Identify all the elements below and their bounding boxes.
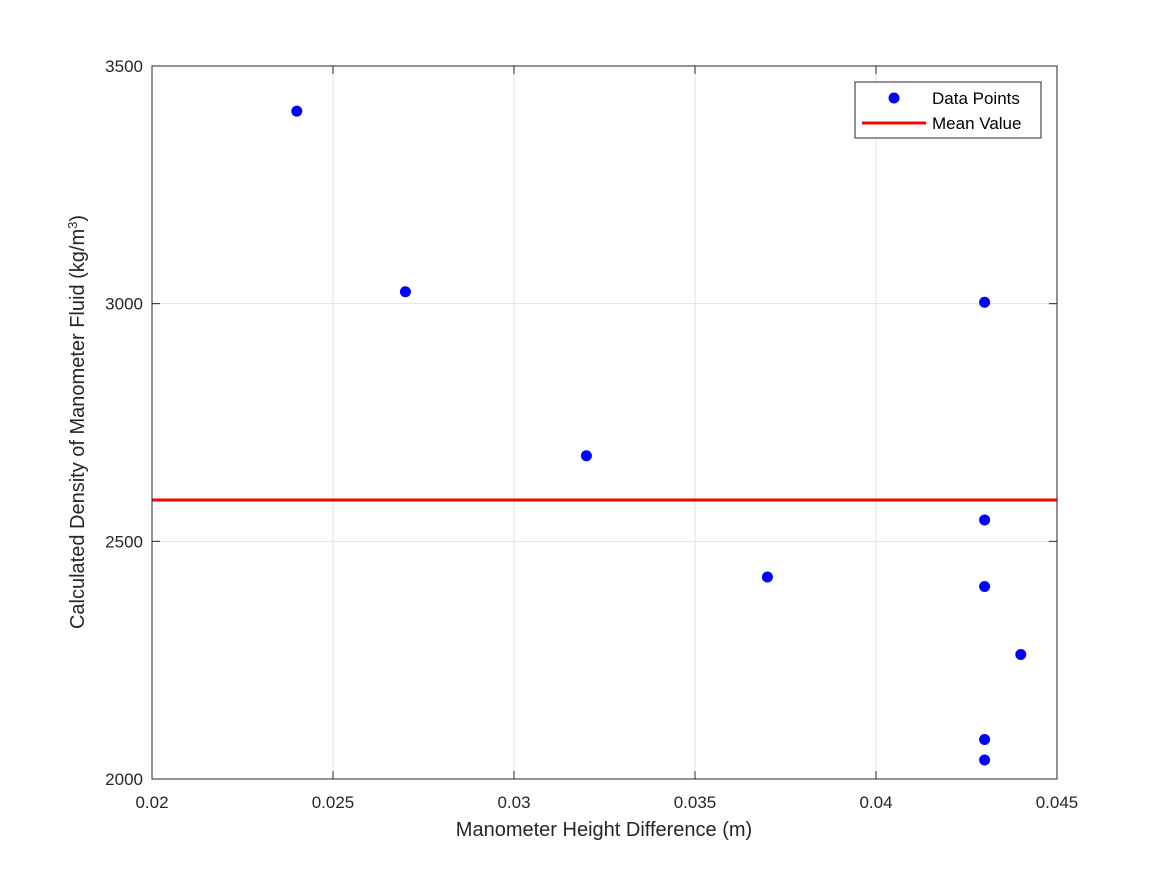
data-point <box>979 754 991 766</box>
data-point <box>979 296 991 308</box>
x-tick-label: 0.03 <box>497 793 530 812</box>
y-axis-title-superscript: 3 <box>65 222 80 229</box>
data-point <box>399 286 411 298</box>
data-points-layer <box>291 105 1027 766</box>
legend-marker-data-points <box>888 92 900 104</box>
axis-ticks <box>151 65 1058 780</box>
legend: Data Points Mean Value <box>854 81 1042 139</box>
plot-frame <box>151 65 1058 780</box>
data-point <box>761 571 773 583</box>
y-axis-title-main: Calculated Density of Manometer Fluid (k… <box>67 229 89 629</box>
y-axis-title-close: ) <box>67 215 89 222</box>
x-tick-labels: 0.02 0.025 0.03 0.035 0.04 0.045 <box>135 793 1078 812</box>
y-axis-title: Calculated Density of Manometer Fluid (k… <box>65 215 90 629</box>
y-tick-label: 3500 <box>105 57 143 76</box>
x-tick-label: 0.04 <box>859 793 892 812</box>
y-tick-label: 2500 <box>105 532 143 551</box>
legend-label-mean-value: Mean Value <box>932 114 1021 133</box>
data-point <box>291 105 303 117</box>
y-tick-labels: 2000 2500 3000 3500 <box>105 57 143 789</box>
data-point <box>1015 648 1027 660</box>
data-point <box>979 514 991 526</box>
y-tick-label: 2000 <box>105 770 143 789</box>
x-tick-label: 0.045 <box>1036 793 1079 812</box>
plot-area <box>152 66 1057 779</box>
x-tick-label: 0.035 <box>674 793 717 812</box>
data-point <box>979 580 991 592</box>
x-axis-title: Manometer Height Difference (m) <box>456 819 752 841</box>
y-tick-label: 3000 <box>105 295 143 314</box>
data-point <box>979 734 991 746</box>
data-point <box>580 450 592 462</box>
x-tick-label: 0.025 <box>312 793 355 812</box>
legend-box <box>854 81 1042 139</box>
legend-label-data-points: Data Points <box>932 89 1020 108</box>
x-tick-label: 0.02 <box>135 793 168 812</box>
